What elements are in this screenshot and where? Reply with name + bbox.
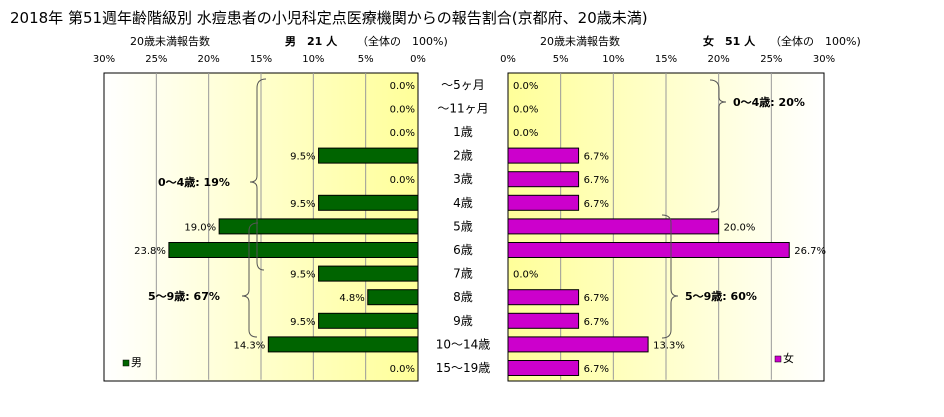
left-share: （全体の 100%) xyxy=(357,34,448,48)
bar-male xyxy=(168,242,419,258)
data-label-female: 26.7% xyxy=(794,246,826,257)
data-label-male: 0.0% xyxy=(390,81,415,92)
data-labels: 0.0% 0.0% 0.0% 0.0% 0.0% 0.0% 9.5% 6.7% 0.0% 6.7%… xyxy=(134,81,826,375)
category-label: 7歳 xyxy=(453,267,473,281)
data-label-female: 13.3% xyxy=(653,340,685,351)
data-label-male: 0.0% xyxy=(390,175,415,186)
right-total: 女 51 人 xyxy=(703,34,756,48)
data-label-female: 0.0% xyxy=(513,104,538,115)
tick-label-right: 25% xyxy=(760,54,782,65)
category-label: 1歳 xyxy=(453,125,473,139)
data-label-female: 6.7% xyxy=(584,364,609,375)
data-label-male: 23.8% xyxy=(134,246,166,257)
bar-female xyxy=(507,147,580,164)
bars xyxy=(168,147,790,376)
tick-label-left: 25% xyxy=(145,54,167,65)
tick-label-right: 20% xyxy=(708,54,730,65)
right-axis-label: 20歳未満報告数 xyxy=(540,35,620,48)
data-label-female: 6.7% xyxy=(584,317,609,328)
bar-male xyxy=(367,289,419,306)
tick-label-right: 15% xyxy=(655,54,677,65)
bar-female xyxy=(507,218,720,235)
tick-label-right: 0% xyxy=(500,54,516,65)
data-label-male: 0.0% xyxy=(390,364,415,375)
right-group-0-4-label: 0～4歳: 20% xyxy=(733,95,805,109)
left-axis-label: 20歳未満報告数 xyxy=(130,35,210,48)
data-label-female: 0.0% xyxy=(513,270,538,281)
bar-male xyxy=(218,218,419,235)
tick-label-left: 10% xyxy=(302,54,324,65)
tick-label-left: 20% xyxy=(198,54,220,65)
data-label-male: 9.5% xyxy=(290,317,315,328)
bar-female xyxy=(507,312,580,329)
left-bracket-0-4 xyxy=(249,78,267,271)
tick-label-left: 5% xyxy=(358,54,374,65)
category-label: 8歳 xyxy=(453,290,473,304)
bar-female xyxy=(507,171,580,188)
axis-ticks: 0% 0% 5% 5% 10% 10% 15% 15% 20% 20% 25% 25% 30% 30% xyxy=(93,54,835,65)
data-label-male: 4.8% xyxy=(339,293,364,304)
tick-label-left: 0% xyxy=(410,54,426,65)
left-bracket-5-9 xyxy=(241,222,259,338)
data-label-male: 19.0% xyxy=(184,222,216,233)
legend-swatch-female xyxy=(774,355,782,363)
bar-male xyxy=(318,312,419,329)
data-label-male: 9.5% xyxy=(290,152,315,163)
data-label-male: 14.3% xyxy=(234,340,266,351)
left-group-0-4-label: 0～4歳: 19% xyxy=(158,175,230,189)
tick-label-left: 30% xyxy=(93,54,115,65)
data-label-female: 0.0% xyxy=(513,128,538,139)
category-label: 4歳 xyxy=(453,196,473,210)
category-label: ～5ヶ月 xyxy=(441,78,485,92)
data-label-female: 6.7% xyxy=(584,175,609,186)
data-label-male: 0.0% xyxy=(390,128,415,139)
category-label: 9歳 xyxy=(453,314,473,328)
bracket-annotations xyxy=(241,78,727,339)
category-label: 10～14歳 xyxy=(436,337,491,351)
category-label: 3歳 xyxy=(453,172,473,186)
bar-male xyxy=(267,336,419,353)
data-label-female: 6.7% xyxy=(584,199,609,210)
bar-male xyxy=(318,265,419,282)
legend-swatch-male xyxy=(122,359,130,367)
bar-female xyxy=(507,289,580,306)
tick-label-left: 15% xyxy=(250,54,272,65)
data-label-male: 0.0% xyxy=(390,104,415,115)
right-group-5-9-label: 5～9歳: 60% xyxy=(685,289,757,303)
bar-male xyxy=(318,147,419,164)
right-bracket-5-9 xyxy=(661,214,679,339)
data-label-female: 6.7% xyxy=(584,293,609,304)
tick-label-right: 30% xyxy=(813,54,835,65)
data-label-male: 9.5% xyxy=(290,199,315,210)
data-label-female: 0.0% xyxy=(513,81,538,92)
right-bracket-0-4 xyxy=(709,79,727,213)
category-label: 6歳 xyxy=(453,243,473,257)
legend-label-male: 男 xyxy=(131,356,142,369)
bar-female xyxy=(507,242,790,258)
bar-male xyxy=(318,194,419,211)
bar-female xyxy=(507,336,649,353)
category-label: 5歳 xyxy=(453,219,473,233)
category-label: 15～19歳 xyxy=(436,361,491,375)
left-total: 男 21 人 xyxy=(285,34,338,48)
left-group-5-9-label: 5～9歳: 67% xyxy=(148,289,220,303)
category-label: 2歳 xyxy=(453,149,473,163)
data-label-male: 9.5% xyxy=(290,270,315,281)
data-label-female: 20.0% xyxy=(724,222,756,233)
bar-female xyxy=(507,360,580,376)
right-share: （全体の 100%) xyxy=(770,34,861,48)
bar-female xyxy=(507,194,580,211)
data-label-female: 6.7% xyxy=(584,152,609,163)
tick-label-right: 10% xyxy=(602,54,624,65)
legend-label-female: 女 xyxy=(783,351,794,365)
chart-title: 2018年 第51週年齢階級別 水痘患者の小児科定点医療機関からの報告割合(京都… xyxy=(10,9,648,27)
category-label: ～11ヶ月 xyxy=(437,101,488,115)
category-labels: ～5ヶ月 ～11ヶ月 1歳 2歳 3歳 4歳 5歳 6歳 7歳 8歳 9歳 10～14歳 15～19歳 xyxy=(436,78,491,375)
tick-label-right: 5% xyxy=(553,54,569,65)
